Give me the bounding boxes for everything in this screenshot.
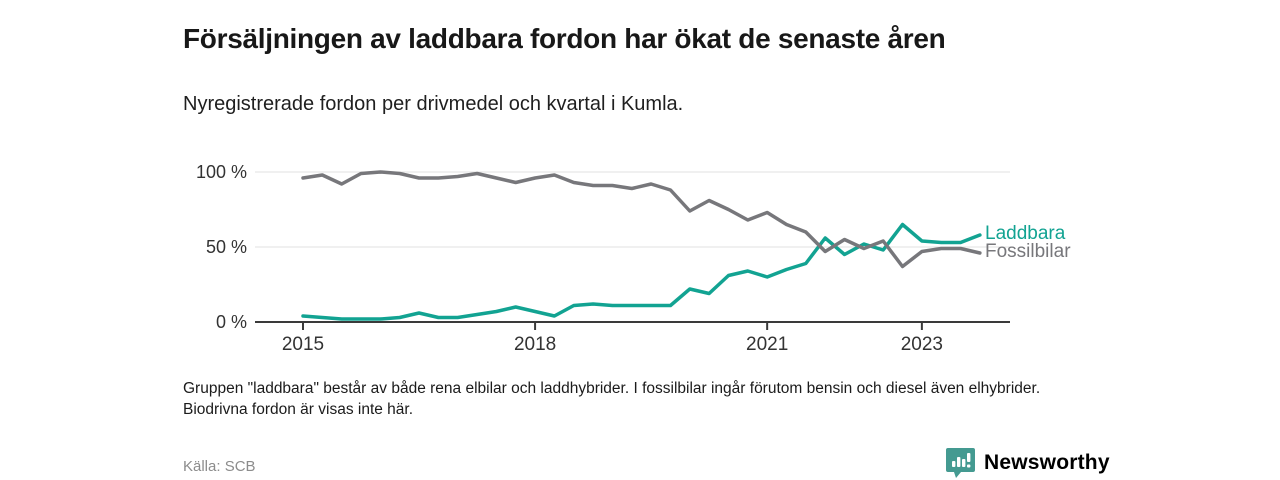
chart-subtitle: Nyregistrerade fordon per drivmedel och … xyxy=(183,93,684,115)
series-line-fossilbilar xyxy=(301,170,982,269)
y-axis-tick-label: 100 % xyxy=(196,162,247,182)
y-axis-tick-label: 0 % xyxy=(216,312,247,332)
x-axis-tick-label: 2023 xyxy=(901,334,943,355)
x-axis-tick-label: 2018 xyxy=(514,334,556,355)
series-line-laddbara xyxy=(301,222,982,321)
y-axis-tick-label: 50 % xyxy=(206,237,247,257)
series-label-laddbara: Laddbara xyxy=(985,223,1066,244)
source-label: Källa: SCB xyxy=(183,458,256,475)
page-title: Försäljningen av laddbara fordon har öka… xyxy=(183,22,946,54)
newsworthy-logo[interactable]: Newsworthy xyxy=(945,447,1110,479)
line-chart: 100 % 50 % 0 % 2015 2018 2021 2023 xyxy=(196,162,1010,355)
x-axis-tick-label: 2015 xyxy=(282,334,324,355)
x-axis-tick-label: 2021 xyxy=(746,334,788,355)
bar-chart-pin-icon xyxy=(946,448,975,478)
brand-name: Newsworthy xyxy=(984,451,1110,474)
chart-footnote: Gruppen "laddbara" består av både rena e… xyxy=(183,380,1041,418)
series-label-fossilbilar: Fossilbilar xyxy=(985,241,1071,262)
